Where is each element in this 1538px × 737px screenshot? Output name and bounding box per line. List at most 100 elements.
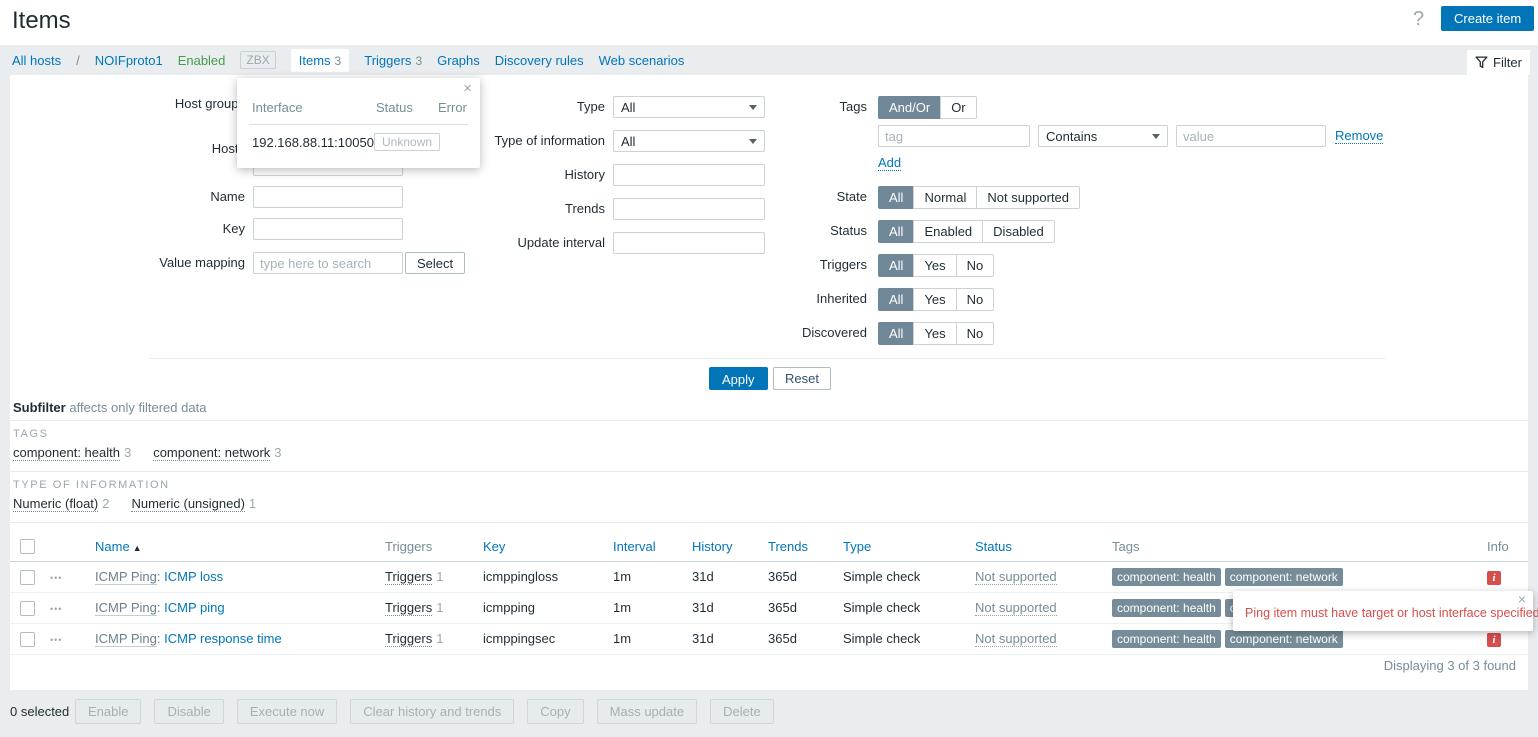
filter-divider <box>150 358 1385 359</box>
tag-badge[interactable]: component: health <box>1112 598 1221 617</box>
subfilter-numeric-float[interactable]: Numeric (float) <box>13 496 99 512</box>
row-context-menu-icon[interactable]: ••• <box>50 635 63 645</box>
state-normal[interactable]: Normal <box>913 186 978 209</box>
key-input[interactable] <box>253 218 403 240</box>
tag-badge[interactable]: component: health <box>1112 629 1221 648</box>
status-enabled[interactable]: Enabled <box>913 220 984 243</box>
breadcrumb-all-hosts[interactable]: All hosts <box>12 52 62 68</box>
apply-button[interactable]: Apply <box>709 367 768 390</box>
name-colon: : <box>156 569 165 584</box>
row-checkbox[interactable] <box>20 631 35 647</box>
discovered-yes[interactable]: Yes <box>913 322 957 345</box>
mass-update-button[interactable]: Mass update <box>596 699 698 724</box>
tag-badge[interactable]: component: network <box>1224 567 1343 586</box>
row-status-link[interactable]: Not supported <box>975 600 1057 616</box>
tab-items[interactable]: Items 3 <box>290 48 350 72</box>
trends-input[interactable] <box>613 198 765 220</box>
row-triggers-count: 1 <box>436 631 444 646</box>
status-disabled[interactable]: Disabled <box>982 220 1055 243</box>
item-name-link[interactable]: ICMP ping <box>164 600 225 615</box>
tab-web-scenarios[interactable]: Web scenarios <box>598 52 685 68</box>
item-prefix-link[interactable]: ICMP Ping <box>95 569 157 585</box>
tab-graphs[interactable]: Graphs <box>437 52 480 68</box>
create-item-button[interactable]: Create item <box>1441 6 1535 31</box>
reset-button[interactable]: Reset <box>773 367 831 390</box>
copy-button[interactable]: Copy <box>527 699 584 724</box>
execute-now-button[interactable]: Execute now <box>236 699 338 724</box>
discovered-all[interactable]: All <box>878 322 915 345</box>
type-of-information-select[interactable]: All <box>613 130 765 152</box>
update-interval-input[interactable] <box>613 232 765 254</box>
info-error-icon[interactable]: i <box>1487 632 1501 647</box>
tab-items-label[interactable]: Items <box>298 52 331 68</box>
item-name-link[interactable]: ICMP loss <box>164 569 224 584</box>
state-all[interactable]: All <box>878 186 915 209</box>
tab-discovery-rules[interactable]: Discovery rules <box>494 52 584 68</box>
row-context-menu-icon[interactable]: ••• <box>50 573 63 583</box>
tags-operator-or[interactable]: Or <box>940 96 977 119</box>
subfilter-tag-health[interactable]: component: health <box>13 445 120 461</box>
state-not-supported[interactable]: Not supported <box>976 186 1081 209</box>
enable-button[interactable]: Enable <box>75 699 142 724</box>
column-header-type[interactable]: Type <box>843 538 872 554</box>
delete-button[interactable]: Delete <box>710 699 774 724</box>
triggers-no[interactable]: No <box>955 254 995 277</box>
tags-operator-andor[interactable]: And/Or <box>878 96 942 119</box>
clear-history-button[interactable]: Clear history and trends <box>350 699 515 724</box>
close-icon[interactable]: × <box>1517 591 1526 607</box>
item-name-link[interactable]: ICMP response time <box>164 631 282 646</box>
tab-triggers[interactable]: Triggers 3 <box>364 53 422 68</box>
column-header-interval[interactable]: Interval <box>613 538 656 554</box>
tag-remove-link[interactable]: Remove <box>1335 128 1384 144</box>
row-checkbox[interactable] <box>20 569 35 585</box>
row-triggers-link[interactable]: Triggers <box>385 569 433 585</box>
column-header-trends[interactable]: Trends <box>768 538 808 554</box>
inherited-yes[interactable]: Yes <box>913 288 957 311</box>
row-checkbox[interactable] <box>20 600 35 616</box>
row-triggers-link[interactable]: Triggers <box>385 631 433 647</box>
row-status-link[interactable]: Not supported <box>975 569 1057 585</box>
zbx-badge: ZBX <box>240 51 276 69</box>
tag-badge[interactable]: component: network <box>1224 629 1343 648</box>
column-header-key[interactable]: Key <box>483 538 506 554</box>
name-input[interactable] <box>253 186 403 208</box>
tab-triggers-label[interactable]: Triggers <box>364 52 412 68</box>
triggers-all[interactable]: All <box>878 254 915 277</box>
breadcrumb-host[interactable]: NOIFproto1 <box>94 52 163 68</box>
divider <box>10 420 1528 421</box>
column-header-name[interactable]: Name <box>95 538 130 554</box>
tag-match-select[interactable]: Contains <box>1038 125 1168 147</box>
disable-button[interactable]: Disable <box>154 699 224 724</box>
row-status-link[interactable]: Not supported <box>975 631 1057 647</box>
tag-add-link[interactable]: Add <box>878 155 902 171</box>
row-triggers-link[interactable]: Triggers <box>385 600 433 616</box>
triggers-yes[interactable]: Yes <box>913 254 957 277</box>
column-header-history[interactable]: History <box>692 538 733 554</box>
subfilter-tag-network[interactable]: component: network <box>153 445 271 461</box>
close-icon[interactable]: × <box>463 80 472 97</box>
filter-tab[interactable]: Filter <box>1467 50 1530 75</box>
history-input[interactable] <box>613 164 765 186</box>
tag-name-input[interactable] <box>878 125 1030 147</box>
item-prefix-link[interactable]: ICMP Ping <box>95 631 157 647</box>
tag-badge[interactable]: component: health <box>1112 567 1221 586</box>
value-mapping-select-button[interactable]: Select <box>405 252 466 274</box>
inherited-no[interactable]: No <box>955 288 995 311</box>
row-context-menu-icon[interactable]: ••• <box>50 604 63 614</box>
info-error-icon[interactable]: i <box>1487 570 1501 585</box>
state-toggle: All Normal Not supported <box>878 186 1081 209</box>
item-prefix-link[interactable]: ICMP Ping <box>95 600 157 616</box>
subfilter-numeric-unsigned[interactable]: Numeric (unsigned) <box>131 496 245 512</box>
tab-triggers-count: 3 <box>415 53 423 68</box>
triggers-toggle: All Yes No <box>878 254 995 277</box>
column-header-status[interactable]: Status <box>975 538 1012 554</box>
subfilter-title: Subfilter affects only filtered data <box>13 400 206 415</box>
status-all[interactable]: All <box>878 220 915 243</box>
select-all-checkbox[interactable] <box>20 539 35 555</box>
type-select[interactable]: All <box>613 96 765 118</box>
value-mapping-input[interactable] <box>253 252 403 274</box>
tag-value-input[interactable] <box>1176 125 1326 147</box>
help-icon[interactable]: ? <box>1413 8 1425 30</box>
discovered-no[interactable]: No <box>955 322 995 345</box>
inherited-all[interactable]: All <box>878 288 915 311</box>
